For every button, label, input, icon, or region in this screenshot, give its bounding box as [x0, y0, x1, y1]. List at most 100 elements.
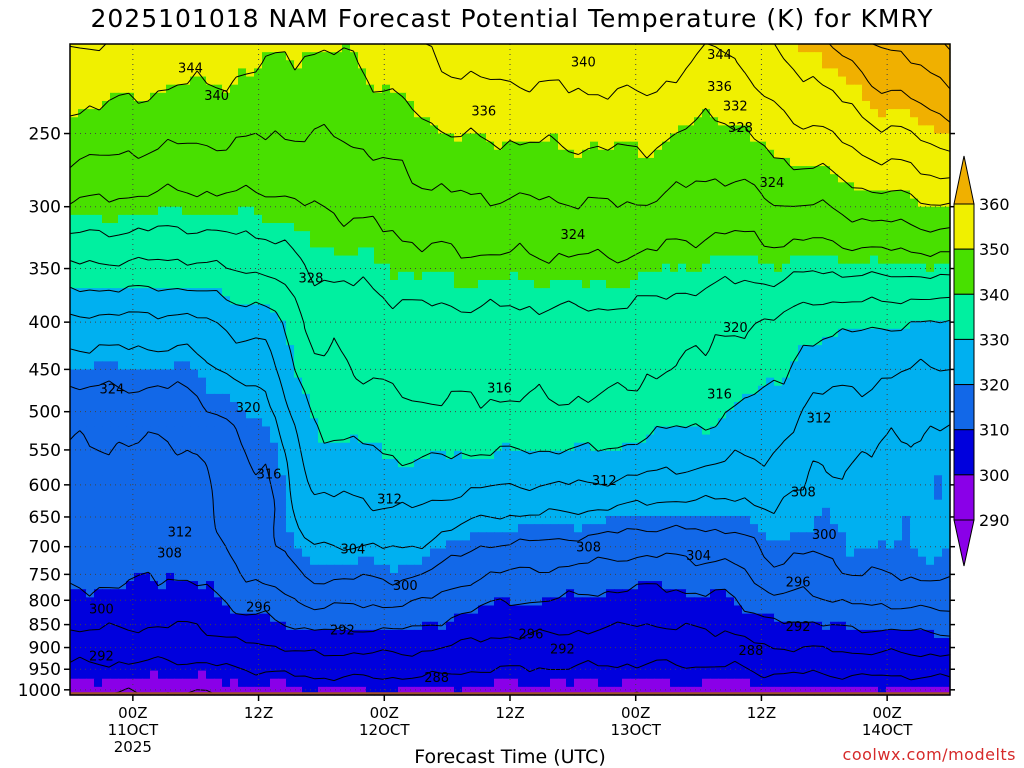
contour-label: 312	[377, 493, 402, 508]
y-tick-label: 950	[29, 660, 61, 680]
contour-label: 292	[89, 649, 114, 664]
contour-label: 312	[592, 474, 617, 489]
contour-348	[774, 43, 951, 152]
contour-340	[69, 47, 951, 206]
colorbar-swatch	[953, 203, 975, 250]
contour-label: 340	[571, 56, 596, 71]
y-tick-label: 600	[29, 476, 61, 496]
contour-label: 316	[487, 382, 512, 397]
contour-304	[69, 430, 951, 612]
contour-356	[872, 43, 951, 90]
x-tick-label: 00Z	[621, 704, 650, 722]
contour-336	[69, 123, 951, 233]
x-tick-label: 11OCT	[108, 721, 159, 739]
contour-320	[69, 285, 951, 467]
y-tick-label: 850	[29, 616, 61, 636]
shaded-field	[70, 44, 951, 696]
contour-332	[69, 183, 951, 264]
contour-328	[69, 225, 951, 316]
contour-label: 296	[519, 627, 544, 642]
x-tick-label: 00Z	[872, 704, 901, 722]
y-tick-label: 750	[29, 565, 61, 585]
y-tick-label: 650	[29, 508, 61, 528]
x-tick-label: 12Z	[244, 704, 273, 722]
x-tick-label: 12OCT	[359, 721, 410, 739]
y-tick-label: 450	[29, 360, 61, 380]
ground-surface	[70, 692, 950, 695]
colorbar-label: 320	[979, 376, 1010, 395]
contour-label: 332	[723, 99, 748, 114]
contour-344	[69, 43, 951, 180]
y-tick-label: 1000	[18, 681, 61, 701]
credit-link[interactable]: coolwx.com/modelts	[842, 745, 1016, 764]
contour-label: 316	[707, 388, 732, 403]
x-tick-label: 12Z	[495, 704, 524, 722]
x-tick-label: 14OCT	[862, 721, 913, 739]
y-tick-label: 550	[29, 441, 61, 461]
y-tick-label: 800	[29, 591, 61, 611]
colorbar-swatch	[953, 474, 975, 521]
y-axis: 250 300 350 400 450 500 550 600 650 700 750 800 850 9…	[18, 125, 955, 701]
contour-316	[69, 311, 951, 512]
contour-label: 312	[807, 411, 832, 426]
colorbar-swatch	[953, 248, 975, 295]
contour-352	[829, 43, 951, 123]
colorbar-swatch	[953, 338, 975, 386]
contour-label: 304	[686, 549, 711, 564]
grid-lines	[70, 44, 950, 693]
contour-label: 344	[707, 48, 732, 63]
contour-label: 336	[707, 80, 732, 95]
contour-label: 288	[739, 644, 764, 659]
colorbar-label: 300	[979, 466, 1010, 485]
contour-308	[69, 380, 951, 586]
contour-label: 308	[791, 485, 816, 500]
contour-324	[69, 256, 951, 409]
contour-label: 312	[168, 526, 193, 541]
contour-label: 324	[560, 228, 585, 243]
contour-296	[69, 620, 951, 658]
x-axis-label: Forecast Time (UTC)	[414, 746, 606, 768]
contour-label: 300	[89, 603, 114, 618]
contour-label: 296	[246, 600, 271, 615]
colorbar-swatch	[953, 429, 975, 476]
contour-label: 300	[393, 579, 418, 594]
contour-label: 296	[786, 575, 811, 590]
colorbar-swatch	[953, 384, 975, 431]
contour-label: 292	[550, 642, 575, 657]
contour-label: 288	[424, 671, 449, 686]
contour-label: 308	[576, 541, 601, 556]
colorbar-top-arrow	[953, 155, 975, 205]
x-tick-label: 12Z	[747, 704, 776, 722]
x-tick-label: 00Z	[118, 704, 147, 722]
colorbar-label: 340	[979, 285, 1010, 304]
contour-label: 344	[178, 61, 203, 76]
y-tick-label: 250	[29, 125, 61, 145]
contour-label: 300	[812, 528, 837, 543]
y-tick-label: 700	[29, 538, 61, 558]
contour-label: 320	[236, 401, 261, 416]
colorbar-label: 290	[979, 511, 1010, 530]
contour-label: 324	[99, 383, 124, 398]
x-tick-label: 2025	[114, 738, 152, 756]
chart-title: 2025101018 NAM Forecast Potential Temper…	[90, 4, 934, 33]
contour-label: 304	[340, 542, 365, 557]
contour-label: 320	[723, 321, 748, 336]
contour-label: 328	[728, 121, 753, 136]
contour-label: 340	[204, 89, 229, 104]
x-tick-label: 00Z	[370, 704, 399, 722]
contour-360	[944, 43, 951, 51]
y-tick-label: 350	[29, 260, 61, 280]
contour-300	[69, 571, 951, 637]
colorbar-label: 330	[979, 330, 1010, 349]
colorbar-label: 310	[979, 421, 1010, 440]
colorbar-bottom-arrow	[953, 519, 975, 567]
colorbar-swatch	[953, 293, 975, 340]
y-tick-label: 400	[29, 313, 61, 333]
contour-label: 336	[471, 104, 496, 119]
contour-label: 292	[330, 623, 355, 638]
contour-292	[69, 656, 951, 682]
colorbar: 360 350 340 330 320 310 300 290	[953, 155, 1010, 567]
contour-label: 316	[257, 467, 282, 482]
